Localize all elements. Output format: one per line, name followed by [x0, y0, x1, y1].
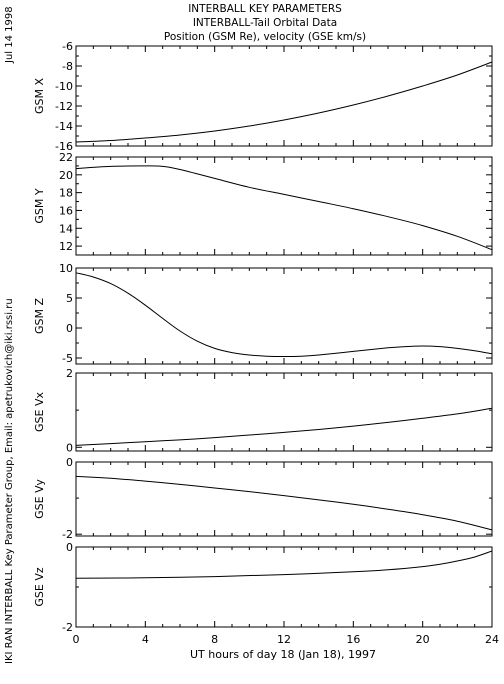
x-tick-label: 0: [73, 633, 80, 646]
y-axis-label: GSM Y: [33, 188, 46, 223]
y-axis-label: GSE Vy: [33, 479, 46, 519]
y-tick-label: 0: [66, 322, 73, 335]
x-tick-label: 24: [485, 633, 499, 646]
y-tick-label: 2: [66, 367, 73, 380]
panel-frame: [75, 546, 493, 628]
chart-title-line-1: INTERBALL KEY PARAMETERS: [188, 3, 342, 15]
y-tick-label: -14: [55, 120, 73, 133]
y-tick-label: -10: [55, 80, 73, 93]
panel-frame: [75, 372, 493, 452]
chart-title-line-3: Position (GSM Re), velocity (GSE km/s): [164, 31, 366, 43]
x-tick-label: 20: [416, 633, 430, 646]
y-tick-label: -2: [62, 621, 73, 634]
credit-label: IKI RAN INTERBALL Key Parameter Group, E…: [4, 298, 15, 664]
y-tick-label: 18: [59, 187, 73, 200]
y-tick-label: 0: [66, 541, 73, 554]
y-axis-label: GSM Z: [33, 298, 46, 334]
y-tick-label: 22: [59, 151, 73, 164]
series-line: [75, 475, 493, 531]
x-axis-label: UT hours of day 18 (Jan 18), 1997: [190, 648, 376, 661]
y-tick-label: 0: [66, 441, 73, 454]
y-tick-label: 12: [59, 240, 73, 253]
date-label: Jul 14 1998: [4, 6, 15, 64]
y-tick-label: 0: [66, 456, 73, 469]
series-line: [75, 61, 493, 143]
y-tick-label: 16: [59, 204, 73, 217]
panel-frame: [75, 156, 493, 256]
y-axis-label: GSM X: [33, 78, 46, 114]
panel-3: -5 0 5 10 GSM Z: [33, 262, 493, 365]
series-line: [75, 165, 493, 251]
panel-2: 12 14 16 18 20 22 GSM Y: [33, 151, 493, 256]
x-tick-label: 16: [346, 633, 360, 646]
series-line: [75, 407, 493, 446]
panel-frame: [75, 45, 493, 147]
x-tick-label: 8: [211, 633, 218, 646]
y-tick-label: 14: [59, 222, 73, 235]
series-line: [75, 550, 493, 579]
y-axis-label: GSE Vz: [33, 567, 46, 606]
panel-6: -2 0 GSE Vz: [33, 541, 493, 634]
y-tick-label: 5: [66, 292, 73, 305]
y-tick-label: -5: [62, 352, 73, 365]
chart-title-line-2: INTERBALL-Tail Orbital Data: [193, 17, 337, 29]
panel-frame: [75, 267, 493, 365]
y-tick-label: -2: [62, 528, 73, 541]
panel-4: 0 2 GSE Vx: [33, 367, 493, 454]
y-tick-label: -6: [62, 40, 73, 53]
panel-1: -16 -14 -12 -10 -8 -6 GSM X: [33, 40, 493, 153]
panel-frame: [75, 461, 493, 537]
y-tick-label: -12: [55, 100, 73, 113]
panel-5: -2 0 GSE Vy: [33, 456, 493, 541]
y-axis-label: GSE Vx: [33, 392, 46, 432]
y-tick-label: -8: [62, 60, 73, 73]
x-tick-label: 12: [277, 633, 291, 646]
y-tick-label: 20: [59, 169, 73, 182]
y-tick-label: 10: [59, 262, 73, 275]
x-tick-label: 4: [142, 633, 149, 646]
y-tick-label: -16: [55, 140, 73, 153]
series-line: [75, 272, 493, 358]
